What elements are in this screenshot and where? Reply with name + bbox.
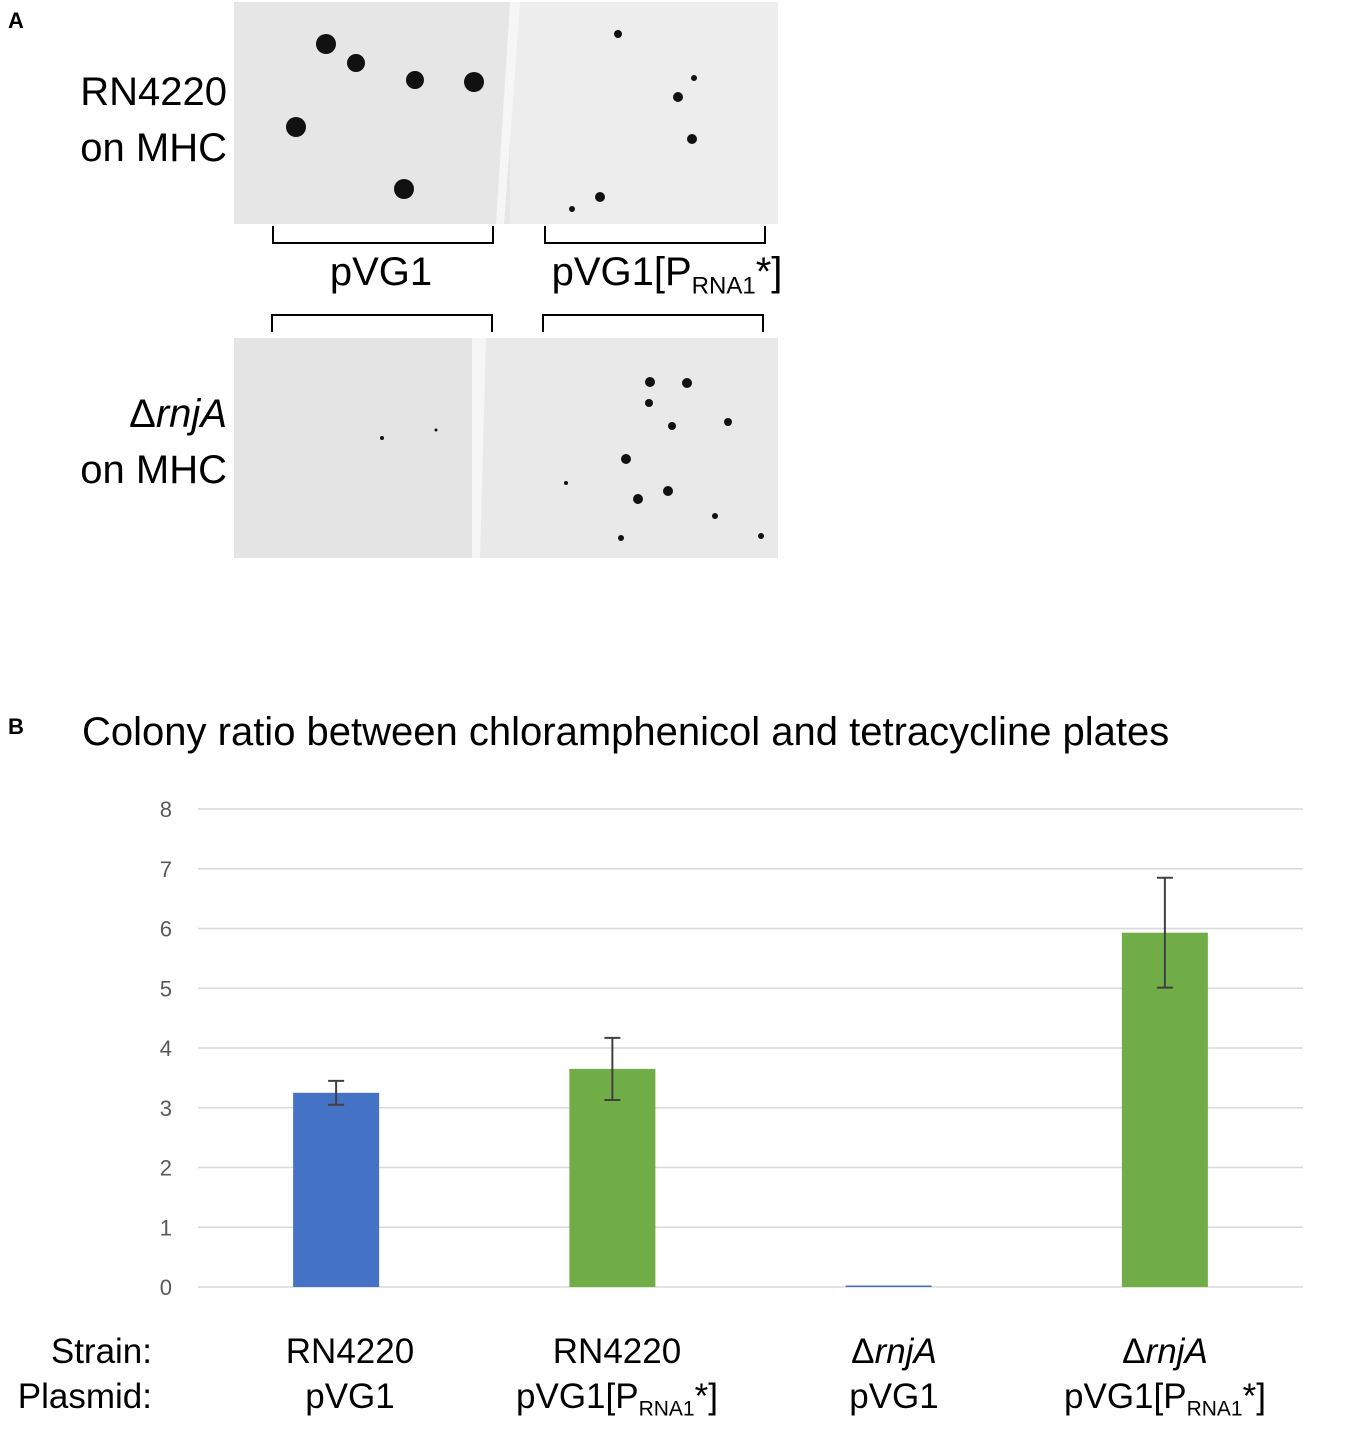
- plate-pvg1-mut-rn4220: [510, 2, 778, 224]
- y-tick-label: 3: [160, 1096, 172, 1121]
- colonies-top: [286, 30, 697, 212]
- y-tick-label: 2: [160, 1156, 172, 1181]
- y-tick-label: 1: [160, 1215, 172, 1240]
- chart-title: Colony ratio between chloramphenicol and…: [82, 710, 1170, 754]
- category-label-4: ΔrnjA pVG1[PRNA1*]: [1012, 1329, 1318, 1431]
- plasmid-label: pVG1[PRNA1*]: [1064, 1377, 1266, 1421]
- strain-key: Strain:: [50, 1332, 152, 1371]
- row-label-rn4220: RN4220 on MHC: [12, 64, 227, 176]
- medium-label: on MHC: [80, 126, 227, 170]
- strain-name: rnjA: [155, 392, 227, 436]
- bracket-top-pvg1: [272, 226, 494, 244]
- bar: [569, 1068, 656, 1287]
- y-tick-label: 4: [160, 1036, 172, 1061]
- x-axis-key: Strain: Plasmid:: [0, 1329, 152, 1419]
- plasmid-label: pVG1: [305, 1377, 395, 1416]
- bracket-top-pvg1-mut: [544, 226, 766, 244]
- bar-chart: 0 1 2 3 4 5 6 7 8: [160, 797, 1303, 1300]
- bracket-bottom-pvg1-mut: [542, 314, 764, 332]
- plate-pvg1-rn4220: [234, 2, 510, 224]
- plate-photo-bottom: [234, 338, 778, 558]
- y-tick-label: 5: [160, 976, 172, 1001]
- category-label-1: RN4220 pVG1: [236, 1329, 464, 1419]
- strain-label: ΔrnjA: [851, 1332, 937, 1371]
- y-tick-label: 7: [160, 857, 172, 882]
- plasmid-label: pVG1: [849, 1377, 939, 1416]
- strain-label: RN4220: [552, 1332, 682, 1371]
- plate-pvg1-mut-rnja: [480, 338, 778, 558]
- plate-photo-top: [234, 2, 778, 224]
- bar: [1121, 932, 1208, 1287]
- medium-label: on MHC: [80, 448, 227, 492]
- plasmid-key: Plasmid:: [17, 1377, 152, 1416]
- strain-name: RN4220: [80, 70, 227, 114]
- panel-a-label: A: [8, 8, 24, 33]
- strain-label: ΔrnjA: [1122, 1332, 1208, 1371]
- bar: [293, 1092, 380, 1287]
- panel-b-label: B: [8, 714, 24, 739]
- y-tick-label: 0: [160, 1275, 172, 1300]
- bar: [845, 1285, 932, 1287]
- category-label-3: ΔrnjA pVG1: [780, 1329, 1008, 1419]
- plasmid-label-pvg1: pVG1: [329, 250, 433, 294]
- y-tick-label: 8: [160, 797, 172, 822]
- bracket-bottom-pvg1: [271, 314, 493, 332]
- strain-label: RN4220: [285, 1332, 415, 1371]
- colonies-bottom: [380, 377, 764, 541]
- plasmid-label: pVG1[PRNA1*]: [516, 1377, 718, 1421]
- row-label-rnja: ΔrnjA on MHC: [12, 386, 227, 498]
- delta-symbol: Δ: [129, 392, 156, 436]
- y-tick-label: 6: [160, 917, 172, 942]
- category-label-2: RN4220 pVG1[PRNA1*]: [478, 1329, 756, 1431]
- plate-pvg1-rnja: [234, 338, 480, 558]
- plasmid-label-pvg1-mut: pVG1[PRNA1*]: [551, 250, 783, 300]
